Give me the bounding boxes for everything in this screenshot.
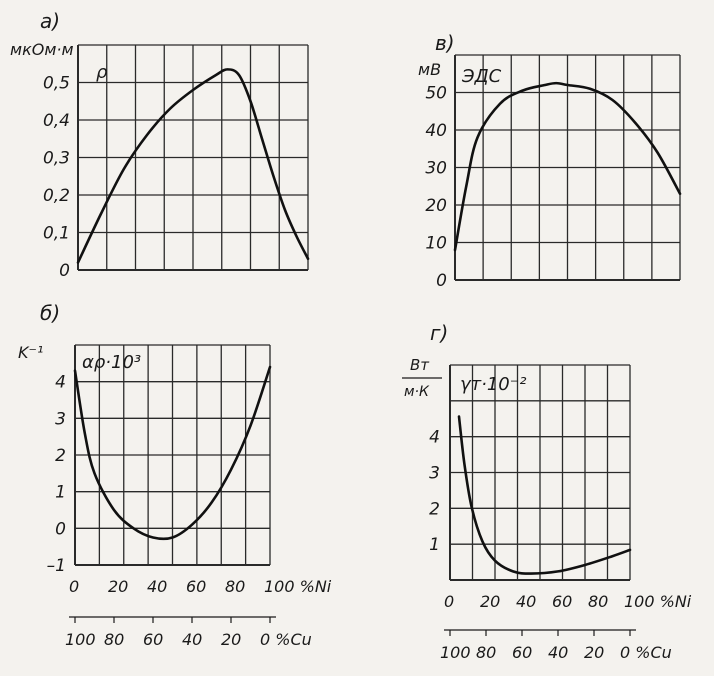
panel-4-xtick-secondary: 100 — [440, 643, 471, 662]
panel-4-xtick: 0 — [444, 592, 454, 611]
panel-3-xtick-secondary: 60 — [143, 630, 163, 649]
panel-1-ytick: 0 — [59, 261, 70, 281]
panel-3-ytick: –1 — [47, 556, 66, 576]
panel-3-xtick-secondary: 100 — [65, 630, 96, 649]
panel-4-letter: г) — [430, 321, 448, 345]
panel-1-series-label: ρ — [96, 62, 108, 83]
panel-1-ytick: 0,5 — [43, 74, 70, 94]
panel-4-ytick: 3 — [429, 464, 440, 484]
panel-2-ytick: 50 — [425, 84, 447, 104]
panel-4-ylabel-bottom: м·К — [404, 384, 430, 400]
panel-3-xtick-secondary: 0 %Cu — [260, 630, 312, 649]
panel-2-ytick: 30 — [425, 159, 447, 179]
panel-4-ytick: 4 — [429, 428, 440, 448]
panel-3-xtick: 100 %Ni — [264, 577, 332, 596]
panel-3-xtick-secondary: 80 — [104, 630, 124, 649]
panel-4-xtick-secondary: 40 — [548, 643, 568, 662]
panel-4-xtick: 20 — [480, 592, 500, 611]
panel-4-xtick-secondary: 60 — [512, 643, 532, 662]
panel-2-ylabel: мВ — [418, 60, 441, 79]
panel-4-ytick: 2 — [429, 499, 440, 519]
panel-2-ytick: 40 — [425, 121, 447, 141]
panel-1-curve — [76, 68, 310, 264]
panel-4-xtick-secondary: 20 — [584, 643, 604, 662]
panel-4-xtick: 60 — [552, 592, 572, 611]
panel-1-ytick: 0,1 — [43, 224, 70, 244]
panel-2-curve — [453, 81, 682, 252]
panel-4-xtick: 80 — [588, 592, 608, 611]
panel-2-series-label: ЭДС — [461, 66, 502, 87]
panel-3-ytick: 1 — [55, 483, 66, 503]
panel-3-ytick: 0 — [55, 519, 66, 539]
panel-3-xtick-secondary: 20 — [221, 630, 241, 649]
panel-2-ytick: 20 — [425, 196, 447, 216]
panel-2-ytick: 0 — [436, 271, 447, 291]
panel-3-ylabel: K⁻¹ — [18, 343, 43, 362]
panel-3-ytick: 3 — [55, 409, 66, 429]
panel-1-ytick: 0,2 — [43, 186, 70, 206]
panel-4-xtick-secondary: 0 %Cu — [620, 643, 672, 662]
panel-3-xtick: 0 — [69, 577, 79, 596]
panel-4-series-label: γт·10⁻² — [460, 374, 526, 395]
panel-1-ytick: 0,3 — [43, 149, 70, 169]
panel-3-letter: б) — [40, 301, 60, 325]
panel-2-ytick: 10 — [425, 234, 447, 254]
panel-2-letter: в) — [435, 31, 455, 55]
panel-3-ytick: 2 — [55, 446, 66, 466]
panel-3-curve — [73, 365, 272, 541]
panel-4-xtick: 100 %Ni — [624, 592, 692, 611]
panel-3-xtick: 40 — [147, 577, 167, 596]
panel-4-curve — [457, 415, 632, 575]
panel-3-ytick: 4 — [55, 373, 66, 393]
panel-1-ytick: 0,4 — [43, 111, 70, 131]
panel-4-xtick-secondary: 80 — [476, 643, 496, 662]
panel-3-xtick-secondary: 40 — [182, 630, 202, 649]
panel-4-ytick: 1 — [429, 535, 440, 555]
panel-4-xtick: 40 — [516, 592, 536, 611]
panel-3-xtick: 80 — [225, 577, 245, 596]
panel-3-xtick: 60 — [186, 577, 206, 596]
panel-1-ylabel: мкОм·м — [10, 40, 74, 59]
panel-3-series-label: αρ·10³ — [82, 352, 141, 373]
panel-1-letter: а) — [40, 9, 60, 33]
panel-4-ylabel-top: Вт — [410, 356, 430, 374]
panel-3-xtick: 20 — [108, 577, 128, 596]
